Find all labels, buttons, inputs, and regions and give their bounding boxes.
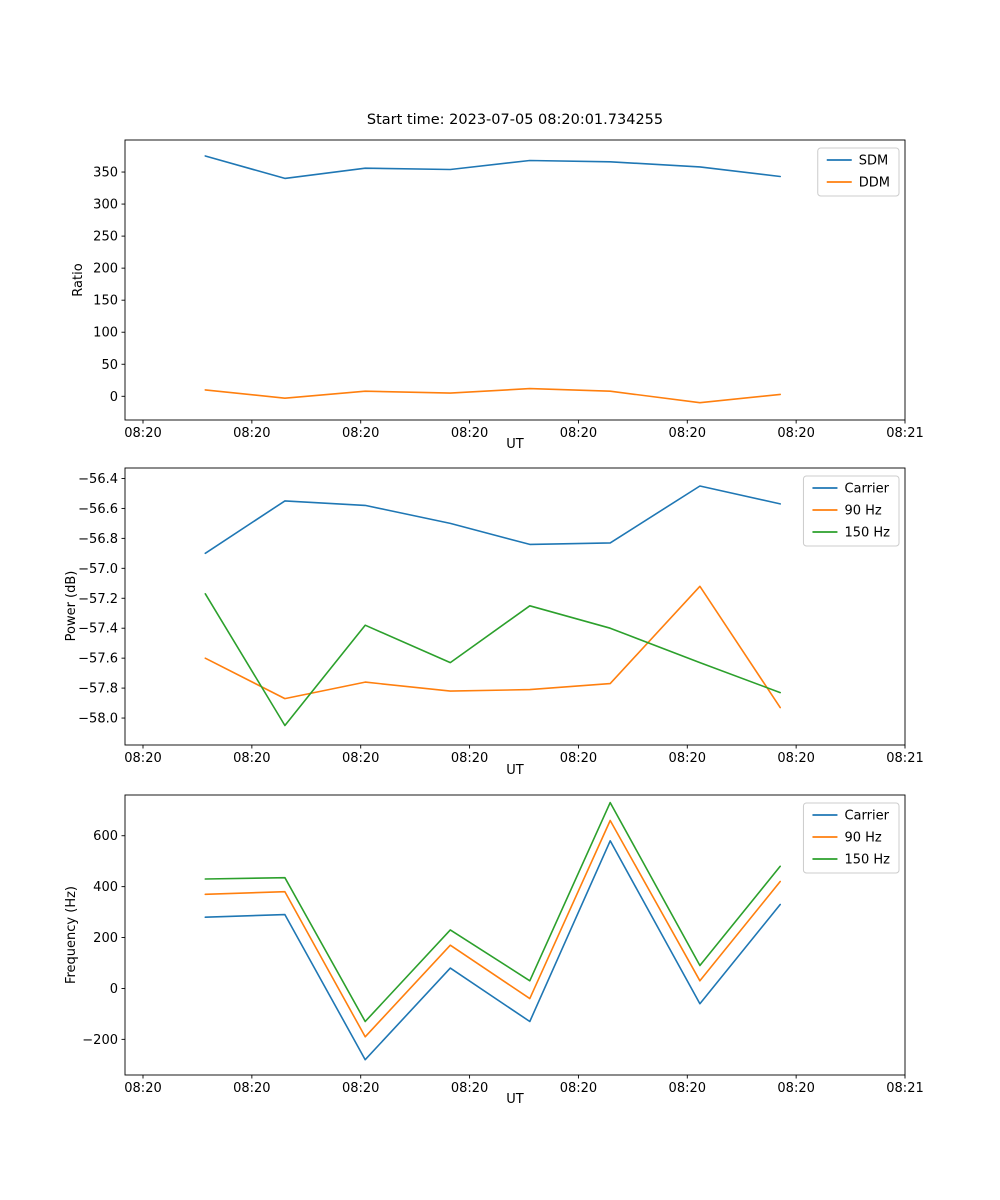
x-tick-label: 08:20	[451, 751, 488, 766]
axes-frame	[124, 139, 906, 421]
x-tick-label: 08:20	[233, 1081, 270, 1096]
figure-title: Start time: 2023-07-05 08:20:01.734255	[366, 112, 664, 128]
y-tick-label: 100	[93, 326, 118, 341]
xlabel-ut-3: UT	[506, 1092, 524, 1107]
x-tick-label: 08:20	[777, 426, 814, 441]
y-tick-label: 150	[93, 294, 118, 309]
x-tick-label: 08:21	[886, 1081, 923, 1096]
legend-label: 90 Hz	[844, 504, 881, 519]
y-tick-label: 50	[101, 358, 118, 373]
y-tick-label: 200	[93, 931, 118, 946]
x-tick-label: 08:21	[886, 426, 923, 441]
y-tick-label: −56.6	[78, 502, 118, 517]
y-tick-label: 300	[93, 198, 118, 213]
y-tick-label: 400	[93, 880, 118, 895]
x-tick-label: 08:20	[124, 751, 161, 766]
x-tick-label: 08:20	[342, 751, 379, 766]
ylabel-ratio: Ratio	[71, 263, 86, 297]
x-tick-label: 08:20	[777, 1081, 814, 1096]
x-tick-label: 08:20	[233, 426, 270, 441]
x-tick-label: 08:21	[886, 751, 923, 766]
y-tick-label: −57.6	[78, 652, 118, 667]
legend-label: 150 Hz	[844, 526, 890, 541]
axes-frame	[124, 794, 906, 1076]
x-tick-label: 08:20	[342, 1081, 379, 1096]
x-tick-label: 08:20	[560, 751, 597, 766]
x-tick-label: 08:20	[124, 426, 161, 441]
y-tick-label: −200	[82, 1033, 118, 1048]
y-tick-label: −56.8	[78, 532, 118, 547]
legend-label: 150 Hz	[844, 853, 890, 868]
legend-label: Carrier	[844, 809, 889, 824]
x-tick-label: 08:20	[233, 751, 270, 766]
legend-label: 90 Hz	[844, 831, 881, 846]
y-tick-label: 600	[93, 829, 118, 844]
y-tick-label: 250	[93, 230, 118, 245]
x-tick-label: 08:20	[560, 1081, 597, 1096]
ylabel-power: Power (dB)	[64, 570, 79, 642]
x-tick-label: 08:20	[124, 1081, 161, 1096]
series-line-150-hz	[204, 801, 782, 1023]
y-tick-label: −57.2	[78, 592, 118, 607]
x-tick-label: 08:20	[669, 751, 706, 766]
xlabel-ut-2: UT	[506, 763, 524, 778]
series-line-90-hz	[204, 819, 782, 1038]
y-tick-label: 200	[93, 262, 118, 277]
x-tick-label: 08:20	[777, 751, 814, 766]
axes-frame	[124, 467, 906, 746]
legend	[802, 802, 900, 874]
y-tick-label: 350	[93, 166, 118, 181]
legend-label: Carrier	[844, 482, 889, 497]
y-tick-label: −57.8	[78, 682, 118, 697]
y-tick-label: 0	[110, 982, 118, 997]
x-tick-label: 08:20	[669, 1081, 706, 1096]
y-tick-label: −58.0	[78, 712, 118, 727]
y-tick-label: 0	[110, 390, 118, 405]
x-tick-label: 08:20	[342, 426, 379, 441]
y-tick-label: −56.4	[78, 472, 118, 487]
series-line-sdm	[204, 155, 782, 180]
legend-label: SDM	[859, 154, 888, 169]
xlabel-ut-1: UT	[506, 437, 524, 452]
y-tick-label: −57.4	[78, 622, 118, 637]
x-tick-label: 08:20	[451, 1081, 488, 1096]
series-line-150-hz	[204, 592, 782, 727]
x-tick-label: 08:20	[451, 426, 488, 441]
series-line-90-hz	[204, 585, 782, 709]
legend	[802, 475, 900, 547]
x-tick-label: 08:20	[669, 426, 706, 441]
y-tick-label: −57.0	[78, 562, 118, 577]
series-line-carrier	[204, 485, 782, 555]
series-line-carrier	[204, 839, 782, 1061]
series-line-ddm	[204, 387, 782, 404]
x-tick-label: 08:20	[560, 426, 597, 441]
ylabel-frequency: Frequency (Hz)	[64, 885, 79, 985]
legend-label: DDM	[859, 176, 890, 191]
